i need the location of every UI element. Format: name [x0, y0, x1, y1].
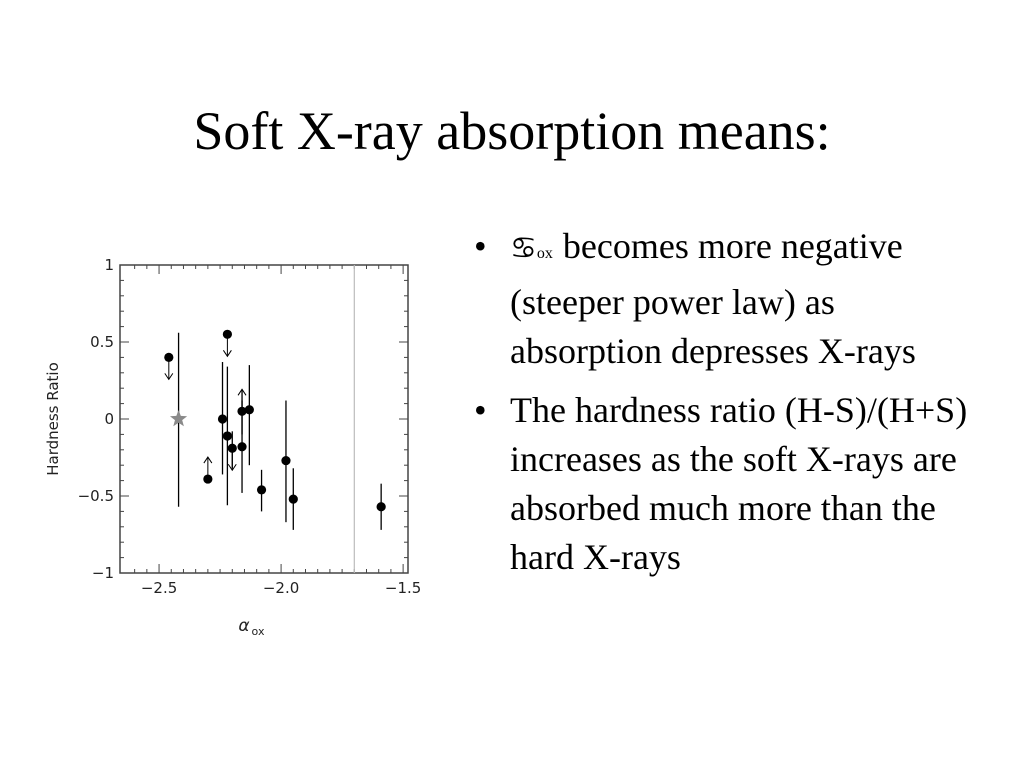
- data-points: [164, 329, 386, 530]
- data-point-5: [227, 431, 237, 472]
- scatter-chart: −2.5 −2.0 −1.5 −1 −0.5 0 0.5 1 Hardness Ratio α ox: [44, 256, 421, 638]
- axis-labels: −2.5 −2.0 −1.5 −1 −0.5 0 0.5 1 Hardness Ratio α ox: [44, 256, 421, 638]
- y-tick-label: 0: [104, 410, 114, 428]
- point-marker: [164, 352, 174, 362]
- alpha-subscript: ox: [536, 245, 553, 262]
- point-marker: [237, 442, 247, 452]
- bullet-list: • ♋ox becomes more negative (steeper powe…: [470, 222, 990, 592]
- data-point-11: [288, 468, 298, 530]
- plot-frame: [119, 264, 409, 574]
- bullet-item-hardness-ratio: • The hardness ratio (H-S)/(H+S) increas…: [470, 386, 990, 582]
- alpha-symbol: ♋: [510, 231, 537, 266]
- limit-arrow-head: [222, 350, 232, 358]
- limit-arrow-head: [164, 373, 174, 381]
- chart-container: −2.5 −2.0 −1.5 −1 −0.5 0 0.5 1 Hardness Ratio α ox: [30, 245, 450, 645]
- point-marker: [281, 455, 291, 466]
- data-point-3: [217, 362, 228, 475]
- bullet-glyph: •: [474, 226, 487, 266]
- y-tick-label: −0.5: [78, 487, 114, 505]
- point-marker: [288, 494, 298, 504]
- bullet-text: The hardness ratio (H-S)/(H+S) increases…: [510, 390, 968, 577]
- point-marker: [244, 405, 254, 415]
- y-tick-label: −1: [92, 564, 114, 582]
- point-marker: [376, 502, 386, 512]
- x-axis-label-subscript: ox: [252, 625, 265, 638]
- limit-arrow-head: [227, 463, 237, 472]
- point-marker: [217, 414, 228, 424]
- data-point-12: [376, 483, 386, 530]
- point-marker: [222, 431, 232, 441]
- limit-arrow-head: [203, 456, 213, 464]
- limit-arrow-head: [237, 388, 247, 396]
- x-axis-label: α: [238, 616, 249, 636]
- point-marker: [222, 329, 232, 339]
- point-marker: [203, 474, 213, 484]
- data-point-2: [203, 456, 213, 484]
- chart-frame: [119, 264, 409, 574]
- data-point-1: [222, 329, 232, 358]
- data-point-4: [222, 366, 232, 506]
- data-point-8: [244, 365, 254, 466]
- bullet-item-alpha-ox: • ♋ox becomes more negative (steeper powe…: [470, 222, 990, 376]
- y-tick-label: 0.5: [90, 333, 114, 351]
- slide-title: Soft X-ray absorption means:: [193, 101, 831, 161]
- data-point-7: [237, 388, 247, 435]
- point-marker: [237, 406, 247, 416]
- star-point-0: [170, 332, 188, 507]
- x-tick-label: −2.0: [263, 579, 299, 597]
- x-tick-label: −1.5: [385, 579, 421, 597]
- star-marker: [170, 410, 188, 427]
- data-point-0: [164, 352, 174, 381]
- data-point-10: [281, 400, 291, 523]
- bullet-text: becomes more negative (steeper power law…: [510, 226, 916, 371]
- point-marker: [256, 485, 267, 495]
- data-point-9: [256, 469, 267, 512]
- y-axis-label: Hardness Ratio: [44, 362, 62, 476]
- point-marker: [227, 443, 237, 453]
- x-tick-label: −2.5: [141, 579, 177, 597]
- bullet-glyph: •: [474, 390, 487, 430]
- y-tick-label: 1: [104, 256, 114, 274]
